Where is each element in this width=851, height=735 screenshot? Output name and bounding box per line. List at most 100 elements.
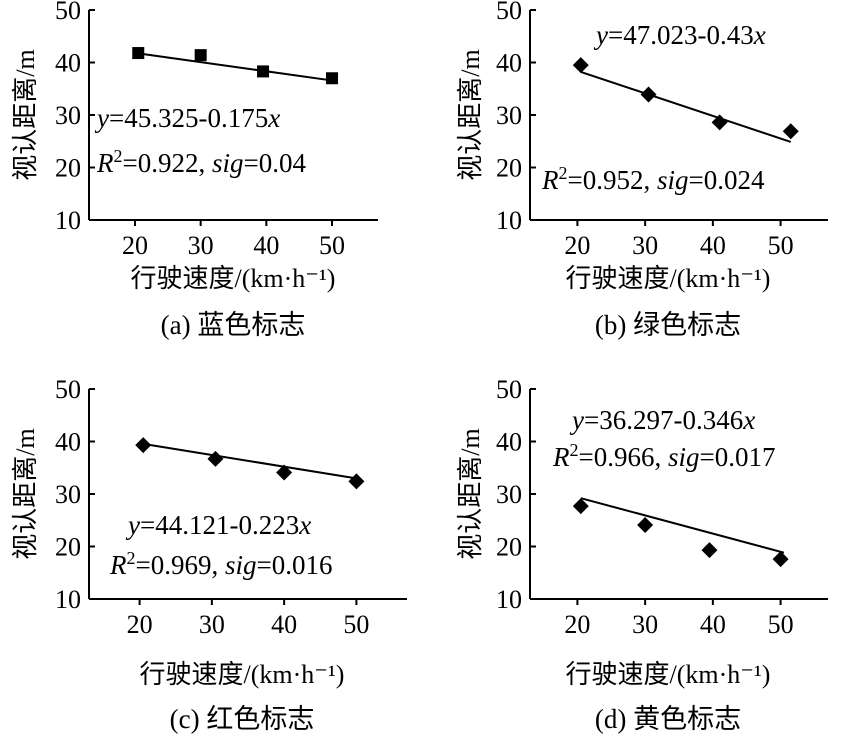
x-tick-label: 30 bbox=[632, 610, 658, 639]
panel-b: 10 20 30 40 50 20 30 40 50 y=47.023-0.43x R2=0.952… bbox=[456, 0, 828, 340]
regression-stats-part: R bbox=[552, 442, 570, 472]
x-tick-label: 50 bbox=[768, 231, 794, 260]
regression-stats: R2=0.952, sig=0.024 bbox=[541, 163, 765, 195]
regression-stats-part: sig bbox=[668, 442, 700, 472]
regression-equation-part: x bbox=[298, 510, 311, 540]
x-tick-label: 20 bbox=[122, 231, 148, 260]
y-axis-title: 视认距离/m bbox=[456, 428, 485, 559]
x-tick-label: 50 bbox=[319, 231, 345, 260]
regression-equation: y=44.121-0.223x bbox=[125, 510, 311, 540]
regression-equation-part: =47.023-0.43 bbox=[608, 20, 754, 50]
x-tick-label: 20 bbox=[564, 610, 590, 639]
y-tick-label: 40 bbox=[55, 428, 81, 457]
regression-stats-part: R bbox=[109, 550, 127, 580]
data-point bbox=[132, 47, 145, 60]
regression-stats: R2=0.969, sig=0.016 bbox=[109, 548, 332, 580]
panel-d: 10 20 30 40 50 20 30 40 50 y=36.297-0.346x R2=0.96… bbox=[456, 375, 828, 734]
x-tick-label: 20 bbox=[564, 231, 590, 260]
data-point bbox=[711, 114, 728, 131]
regression-equation: y=47.023-0.43x bbox=[593, 20, 766, 50]
regression-equation-part: x bbox=[267, 103, 280, 133]
regression-stats-part: =0.922, bbox=[123, 148, 212, 178]
regression-equation: y=45.325-0.175x bbox=[94, 103, 280, 133]
y-axis-title: 视认距离/m bbox=[11, 428, 40, 559]
regression-stats-part: =0.966, bbox=[579, 442, 668, 472]
y-tick-label: 10 bbox=[496, 206, 522, 235]
y-tick-label: 10 bbox=[55, 585, 81, 614]
x-tick-label: 20 bbox=[127, 610, 153, 639]
data-point bbox=[782, 123, 799, 140]
panel-a: 10 20 30 40 50 20 30 40 50 y=45.325-0.175x R2=0.92… bbox=[11, 0, 378, 340]
data-point bbox=[640, 86, 657, 103]
regression-stats-part: R bbox=[96, 148, 114, 178]
regression-stats: R2=0.966, sig=0.017 bbox=[552, 440, 775, 472]
regression-equation: y=36.297-0.346x bbox=[569, 405, 755, 435]
regression-equation-part: x bbox=[753, 20, 766, 50]
x-tick-label: 40 bbox=[271, 610, 297, 639]
data-point bbox=[572, 498, 589, 515]
panel-caption: (a) 蓝色标志 bbox=[161, 310, 306, 340]
x-tick-label: 30 bbox=[632, 231, 658, 260]
regression-stats-part: 2 bbox=[559, 163, 568, 183]
x-axis-title: 行驶速度/(km·h⁻¹) bbox=[566, 264, 771, 293]
y-tick-label: 30 bbox=[496, 101, 522, 130]
regression-stats-part: sig bbox=[225, 550, 257, 580]
fit-line bbox=[143, 442, 361, 480]
y-tick-label: 50 bbox=[496, 0, 522, 25]
regression-stats-part: 2 bbox=[570, 440, 579, 460]
regression-stats-part: =0.017 bbox=[700, 442, 776, 472]
fit-line bbox=[580, 70, 792, 143]
regression-stats: R2=0.922, sig=0.04 bbox=[96, 146, 306, 178]
data-point bbox=[194, 49, 207, 62]
y-tick-label: 10 bbox=[55, 206, 81, 235]
regression-stats-part: 2 bbox=[114, 146, 123, 166]
y-axis-title: 视认距离/m bbox=[11, 49, 40, 180]
y-tick-label: 50 bbox=[55, 375, 81, 404]
regression-stats-part: =0.024 bbox=[689, 165, 765, 195]
regression-equation-part: =36.297-0.346 bbox=[584, 405, 743, 435]
y-tick-label: 20 bbox=[55, 533, 81, 562]
y-tick-label: 30 bbox=[55, 101, 81, 130]
y-tick-label: 20 bbox=[496, 533, 522, 562]
data-point bbox=[701, 542, 718, 559]
data-point bbox=[772, 551, 789, 568]
panel-c: 10 20 30 40 50 20 30 40 50 y=44.121-0.223x R2=0.96… bbox=[11, 375, 407, 734]
x-axis-title: 行驶速度/(km·h⁻¹) bbox=[131, 264, 336, 293]
y-tick-label: 20 bbox=[496, 154, 522, 183]
x-axis-title: 行驶速度/(km·h⁻¹) bbox=[140, 660, 345, 689]
data-point bbox=[348, 473, 365, 490]
y-tick-label: 20 bbox=[55, 154, 81, 183]
x-tick-label: 40 bbox=[700, 231, 726, 260]
x-axis-title: 行驶速度/(km·h⁻¹) bbox=[566, 660, 771, 689]
data-point bbox=[637, 516, 654, 533]
regression-equation-part: y bbox=[94, 103, 109, 133]
regression-stats-part: =0.04 bbox=[244, 148, 307, 178]
x-tick-label: 30 bbox=[199, 610, 225, 639]
data-point bbox=[326, 72, 339, 85]
x-tick-label: 50 bbox=[768, 610, 794, 639]
x-tick-label: 30 bbox=[188, 231, 214, 260]
fit-line bbox=[138, 52, 336, 82]
y-tick-label: 30 bbox=[55, 480, 81, 509]
regression-stats-part: sig bbox=[657, 165, 689, 195]
regression-stats-part: =0.952, bbox=[568, 165, 657, 195]
regression-stats-part: =0.969, bbox=[136, 550, 225, 580]
panel-caption: (c) 红色标志 bbox=[170, 704, 315, 734]
regression-equation-part: y bbox=[569, 405, 584, 435]
regression-equation-part: y bbox=[593, 20, 608, 50]
regression-stats-part: =0.016 bbox=[257, 550, 333, 580]
regression-stats-part: 2 bbox=[127, 548, 136, 568]
regression-stats-part: R bbox=[541, 165, 559, 195]
y-tick-label: 40 bbox=[55, 49, 81, 78]
x-tick-label: 50 bbox=[343, 610, 369, 639]
regression-equation-part: =44.121-0.223 bbox=[140, 510, 299, 540]
y-tick-label: 40 bbox=[496, 49, 522, 78]
regression-stats-part: sig bbox=[212, 148, 244, 178]
data-point bbox=[572, 57, 589, 74]
regression-equation-part: x bbox=[742, 405, 755, 435]
x-tick-label: 40 bbox=[700, 610, 726, 639]
y-tick-label: 40 bbox=[496, 428, 522, 457]
y-tick-label: 10 bbox=[496, 585, 522, 614]
panel-caption: (b) 绿色标志 bbox=[595, 310, 741, 340]
